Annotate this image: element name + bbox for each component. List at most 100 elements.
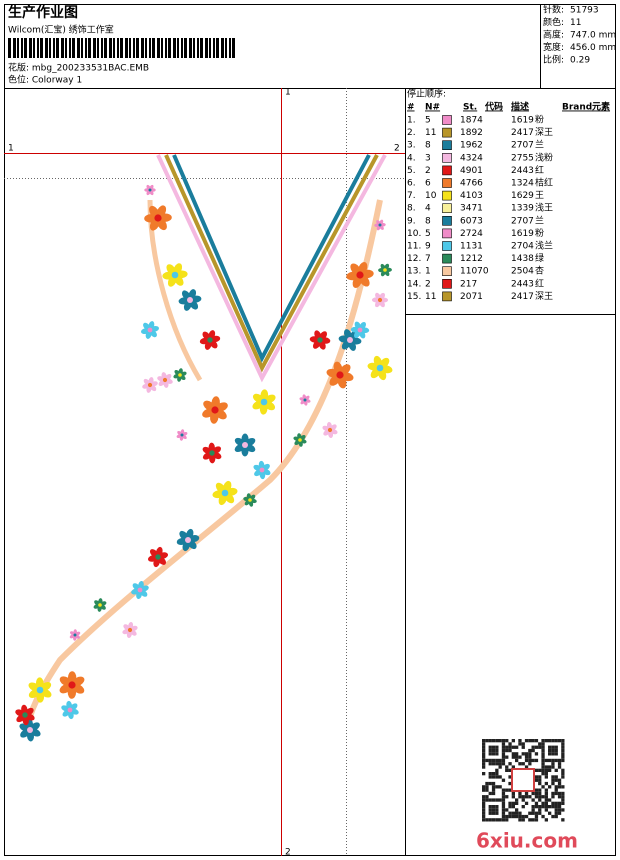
bar xyxy=(157,38,160,58)
qr-cell xyxy=(557,811,562,815)
qr-cell xyxy=(561,791,565,796)
qr-cell xyxy=(531,818,535,822)
stitches: 11070 xyxy=(460,267,489,277)
qr-cell xyxy=(528,811,532,815)
qr-cell xyxy=(515,752,519,756)
stitches: 1131 xyxy=(460,242,483,252)
flower-center xyxy=(67,707,73,713)
qr-cell xyxy=(554,768,558,772)
qr-cell xyxy=(538,798,542,802)
qr-cell xyxy=(501,745,506,749)
qr-cell xyxy=(511,805,515,809)
flower xyxy=(144,205,172,231)
qr-cell xyxy=(488,791,492,796)
code: 2755 xyxy=(511,153,534,163)
qr-cell xyxy=(557,808,562,812)
bar xyxy=(216,38,219,58)
petal xyxy=(66,700,73,710)
qr-cell xyxy=(554,739,558,743)
flower-center xyxy=(248,498,252,502)
stitches: 1212 xyxy=(460,254,483,264)
qr-cell xyxy=(538,742,542,746)
flower-center xyxy=(98,603,102,607)
qr-cell xyxy=(541,739,545,743)
flower-center xyxy=(185,537,191,543)
qr-cell xyxy=(538,775,542,779)
flower-center xyxy=(317,337,323,343)
qr-cell xyxy=(544,775,548,779)
qr-cell xyxy=(554,785,558,789)
qr-cell xyxy=(551,752,555,756)
bar xyxy=(88,38,91,58)
flower xyxy=(144,184,156,196)
flower-center xyxy=(68,681,76,689)
stitches: 1962 xyxy=(460,141,483,151)
flower-center xyxy=(155,554,161,560)
qr-cell xyxy=(557,778,562,782)
color-swatch xyxy=(442,127,452,138)
qr-cell xyxy=(534,778,539,782)
watermark: 6xiu.com xyxy=(476,829,578,853)
needle: 2 xyxy=(425,166,431,176)
qr-cell xyxy=(548,785,552,789)
qr-cell xyxy=(557,801,562,805)
qr-cell xyxy=(518,811,522,815)
qr-cell xyxy=(557,765,562,769)
qr-cell xyxy=(501,791,506,796)
description: 绿 xyxy=(535,252,544,264)
qr-cell xyxy=(511,795,515,799)
qr-cell xyxy=(488,811,492,815)
guide-label: 2 xyxy=(285,848,291,858)
table-title: 停止顺序: xyxy=(407,88,446,100)
qr-cell xyxy=(541,742,545,746)
qr-cell xyxy=(495,739,499,743)
qr-cell xyxy=(528,795,532,799)
flower-center xyxy=(242,442,248,448)
qr-cell xyxy=(518,814,522,819)
color-swatch xyxy=(442,241,452,251)
qr-cell xyxy=(541,765,545,769)
qr-cell xyxy=(491,788,496,792)
qr-cell xyxy=(551,778,555,782)
qr-cell xyxy=(482,745,486,749)
qr-cell xyxy=(554,805,558,809)
qr-cell xyxy=(561,785,565,789)
bar xyxy=(189,38,192,58)
flower xyxy=(176,429,188,441)
qr-cell xyxy=(548,805,552,809)
qr-cell xyxy=(508,762,512,766)
qr-cell xyxy=(557,791,562,796)
design-file: 花版: mbg_200233531BAC.EMB xyxy=(8,62,149,74)
code: 2707 xyxy=(511,216,534,226)
qr-cell xyxy=(541,752,545,756)
qr-cell xyxy=(505,808,509,812)
bar xyxy=(136,38,139,58)
flower xyxy=(378,263,392,277)
flower xyxy=(202,442,222,464)
qr-cell xyxy=(488,772,492,776)
qr-cell xyxy=(482,798,486,802)
flower-center xyxy=(336,371,344,379)
petal xyxy=(210,410,219,424)
petal xyxy=(98,598,103,605)
qr-cell xyxy=(524,755,529,759)
bar xyxy=(29,38,32,58)
qr-cell xyxy=(521,818,525,822)
qr-cell xyxy=(495,758,499,763)
qr-cell xyxy=(501,818,506,822)
flower-center xyxy=(221,489,229,497)
qr-cell xyxy=(495,811,499,815)
qr-cell xyxy=(491,811,496,815)
qr-cell xyxy=(544,772,548,776)
bar xyxy=(184,38,187,58)
qr-cell xyxy=(534,745,539,749)
qr-cell xyxy=(534,791,539,796)
qr-cell xyxy=(485,795,489,799)
qr-cell xyxy=(491,762,496,766)
flower xyxy=(299,394,311,406)
qr-cell xyxy=(495,745,499,749)
qr-cell xyxy=(485,781,489,786)
qr-cell xyxy=(554,814,558,819)
qr-cell xyxy=(495,752,499,756)
